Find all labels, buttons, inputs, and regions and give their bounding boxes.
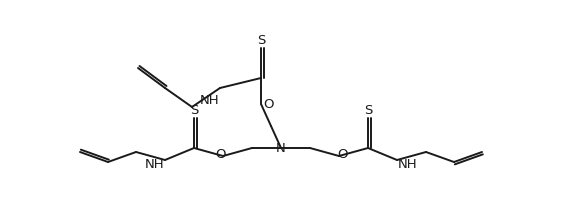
Text: O: O bbox=[337, 147, 347, 161]
Text: N: N bbox=[276, 141, 286, 155]
Text: NH: NH bbox=[200, 94, 220, 106]
Text: NH: NH bbox=[145, 158, 165, 172]
Text: S: S bbox=[257, 33, 265, 47]
Text: S: S bbox=[190, 104, 198, 116]
Text: O: O bbox=[215, 147, 225, 161]
Text: S: S bbox=[364, 104, 372, 116]
Text: NH: NH bbox=[398, 158, 418, 172]
Text: O: O bbox=[263, 98, 273, 110]
